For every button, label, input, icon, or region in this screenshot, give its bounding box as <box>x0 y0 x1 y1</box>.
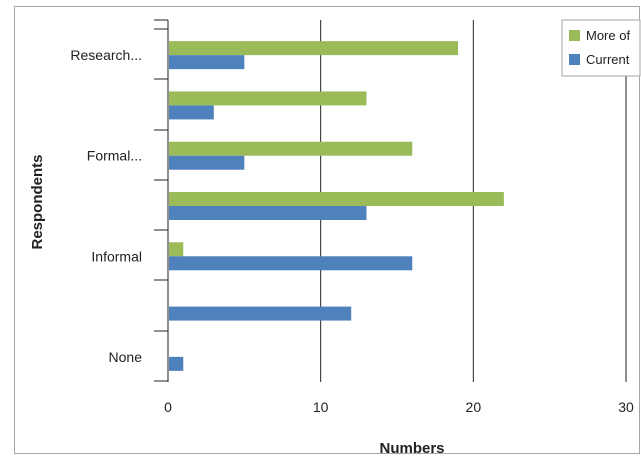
bar-current <box>169 356 184 371</box>
bar-current <box>169 105 214 120</box>
x-tick-label: 0 <box>164 399 172 415</box>
y-tick-label: Informal <box>91 248 142 264</box>
x-tick-labels: 0 10 20 30 <box>164 399 634 415</box>
bar-current <box>169 306 352 321</box>
bars <box>169 41 504 371</box>
bar-current <box>169 206 367 220</box>
chart-frame <box>14 6 640 454</box>
legend-swatch <box>569 30 580 41</box>
bar-more-of <box>169 41 459 56</box>
legend-swatch <box>569 54 580 65</box>
bar-more-of <box>169 242 184 257</box>
bar-current <box>169 55 245 70</box>
bar-more-of <box>169 141 413 156</box>
legend-box <box>561 19 641 77</box>
x-tick-label: 10 <box>313 399 329 415</box>
legend-label: Current <box>586 52 630 67</box>
bar-more-of <box>169 91 367 106</box>
y-tick-label: Formal... <box>87 148 142 164</box>
x-tick-label: 30 <box>618 399 634 415</box>
bar-current <box>169 256 413 271</box>
legend: More of Current <box>561 19 641 77</box>
x-tick-label: 20 <box>466 399 482 415</box>
y-tick-labels: Research... Formal... Informal None <box>70 47 142 365</box>
bar-current <box>169 155 245 170</box>
y-axis-title: Respondents <box>29 154 46 249</box>
bar-more-of <box>169 192 504 206</box>
y-tick-label: Research... <box>70 47 142 63</box>
axes <box>154 19 169 382</box>
x-axis-title: Numbers <box>379 440 444 457</box>
legend-label: More of <box>586 28 630 43</box>
y-tick-label: None <box>109 349 143 365</box>
